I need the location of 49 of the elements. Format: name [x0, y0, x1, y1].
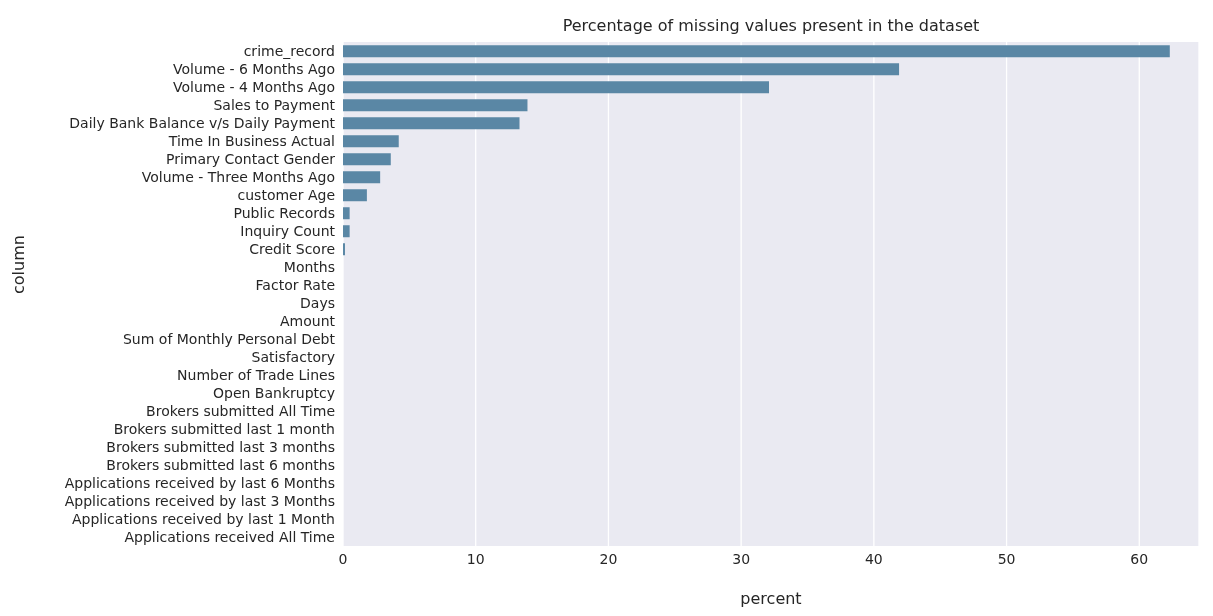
- bar: [343, 117, 520, 130]
- y-tick-label: Applications received All Time: [124, 528, 335, 545]
- x-tick-label: 10: [466, 550, 485, 567]
- y-tick-label: Public Records: [233, 204, 335, 221]
- y-tick-label: Credit Score: [249, 240, 335, 257]
- y-tick-label: Volume - 6 Months Ago: [172, 60, 335, 77]
- y-tick-label: Amount: [279, 312, 336, 329]
- x-tick-label: 30: [732, 550, 751, 567]
- y-tick-label: Sales to Payment: [213, 96, 336, 113]
- y-tick-label: Volume - 4 Months Ago: [172, 78, 335, 95]
- y-tick-label: Applications received by last 6 Months: [64, 474, 335, 491]
- y-tick-label: Brokers submitted last 3 months: [106, 438, 335, 455]
- bar: [343, 99, 528, 112]
- bar: [343, 225, 350, 238]
- x-tick-label: 0: [338, 550, 348, 567]
- y-axis-title: column: [8, 235, 28, 294]
- y-tick-label: Applications received by last 3 Months: [64, 492, 335, 509]
- bar: [343, 63, 900, 76]
- y-tick-label: Brokers submitted last 1 month: [113, 420, 335, 437]
- y-tick-label: Open Bankruptcy: [213, 384, 335, 401]
- bar: [343, 81, 770, 94]
- x-tick-label: 50: [997, 550, 1016, 567]
- x-tick-label: 60: [1130, 550, 1149, 567]
- y-tick-label: customer Age: [237, 186, 335, 203]
- y-tick-label: Sum of Monthly Personal Debt: [122, 330, 336, 347]
- bar: [343, 45, 1170, 58]
- y-tick-label: Satisfactory: [251, 348, 335, 365]
- y-tick-label: Daily Bank Balance v/s Daily Payment: [69, 114, 336, 131]
- y-tick-label: crime_record: [243, 42, 335, 59]
- y-tick-label: Months: [283, 258, 335, 275]
- y-tick-label: Days: [300, 294, 335, 311]
- y-tick-label: Applications received by last 1 Month: [71, 510, 335, 527]
- bar: [343, 207, 350, 220]
- y-tick-label: Brokers submitted All Time: [146, 402, 335, 419]
- chart-title: Percentage of missing values present in the dataset: [561, 16, 981, 35]
- bar: [343, 189, 367, 202]
- x-tick-label: 20: [599, 550, 618, 567]
- x-tick-label: 40: [864, 550, 883, 567]
- y-tick-label: Primary Contact Gender: [165, 150, 336, 167]
- y-tick-label: Volume - Three Months Ago: [141, 168, 335, 185]
- bar: [343, 135, 399, 148]
- y-tick-label: Factor Rate: [255, 276, 335, 293]
- x-axis-title: percent: [740, 589, 802, 608]
- bar: [343, 171, 381, 184]
- y-tick-label: Inquiry Count: [240, 222, 336, 239]
- y-tick-label: Number of Trade Lines: [177, 366, 335, 383]
- bar: [343, 153, 391, 166]
- y-tick-label: Time In Business Actual: [167, 132, 335, 149]
- y-tick-label: Brokers submitted last 6 months: [106, 456, 335, 473]
